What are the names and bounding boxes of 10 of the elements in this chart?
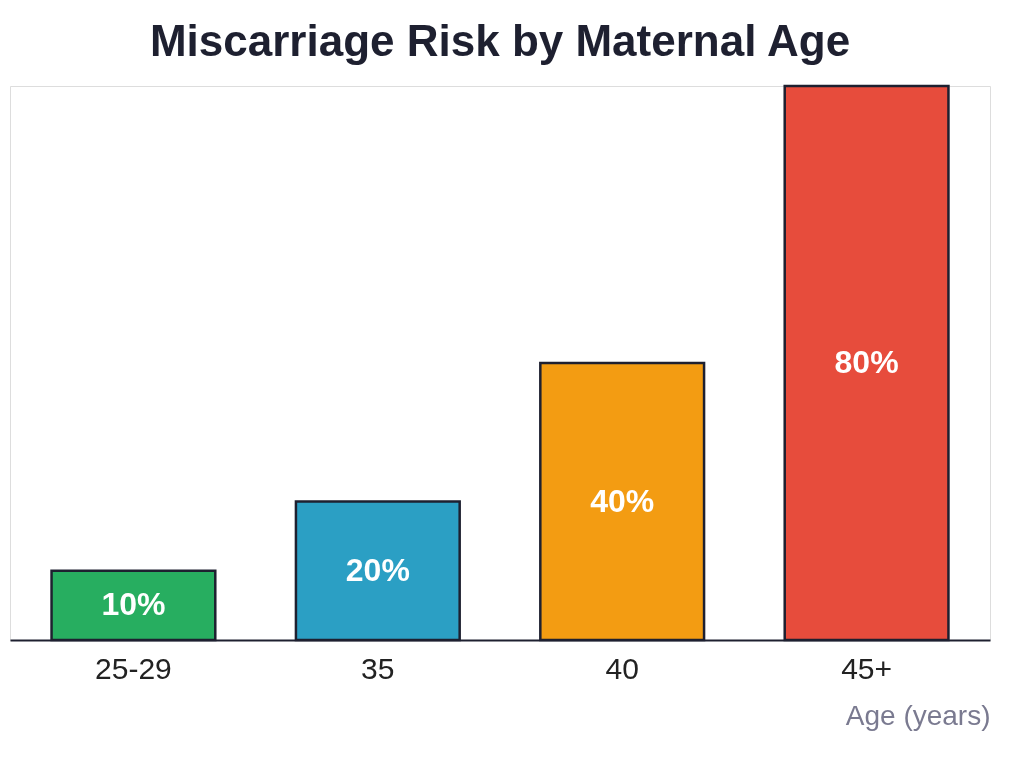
x-tick-label: 40: [605, 651, 639, 685]
data-label: 20%: [345, 551, 410, 588]
x-tick-label: 25-29: [95, 651, 172, 685]
data-label: 40%: [590, 482, 655, 519]
x-tick-label: 45+: [841, 651, 893, 685]
data-label: 10%: [101, 586, 166, 623]
chart-title: Miscarriage Risk by Maternal Age: [149, 15, 851, 65]
x-axis-title: Age (years): [845, 699, 991, 731]
x-tick-label: 35: [361, 651, 395, 685]
data-label: 80%: [834, 344, 899, 380]
